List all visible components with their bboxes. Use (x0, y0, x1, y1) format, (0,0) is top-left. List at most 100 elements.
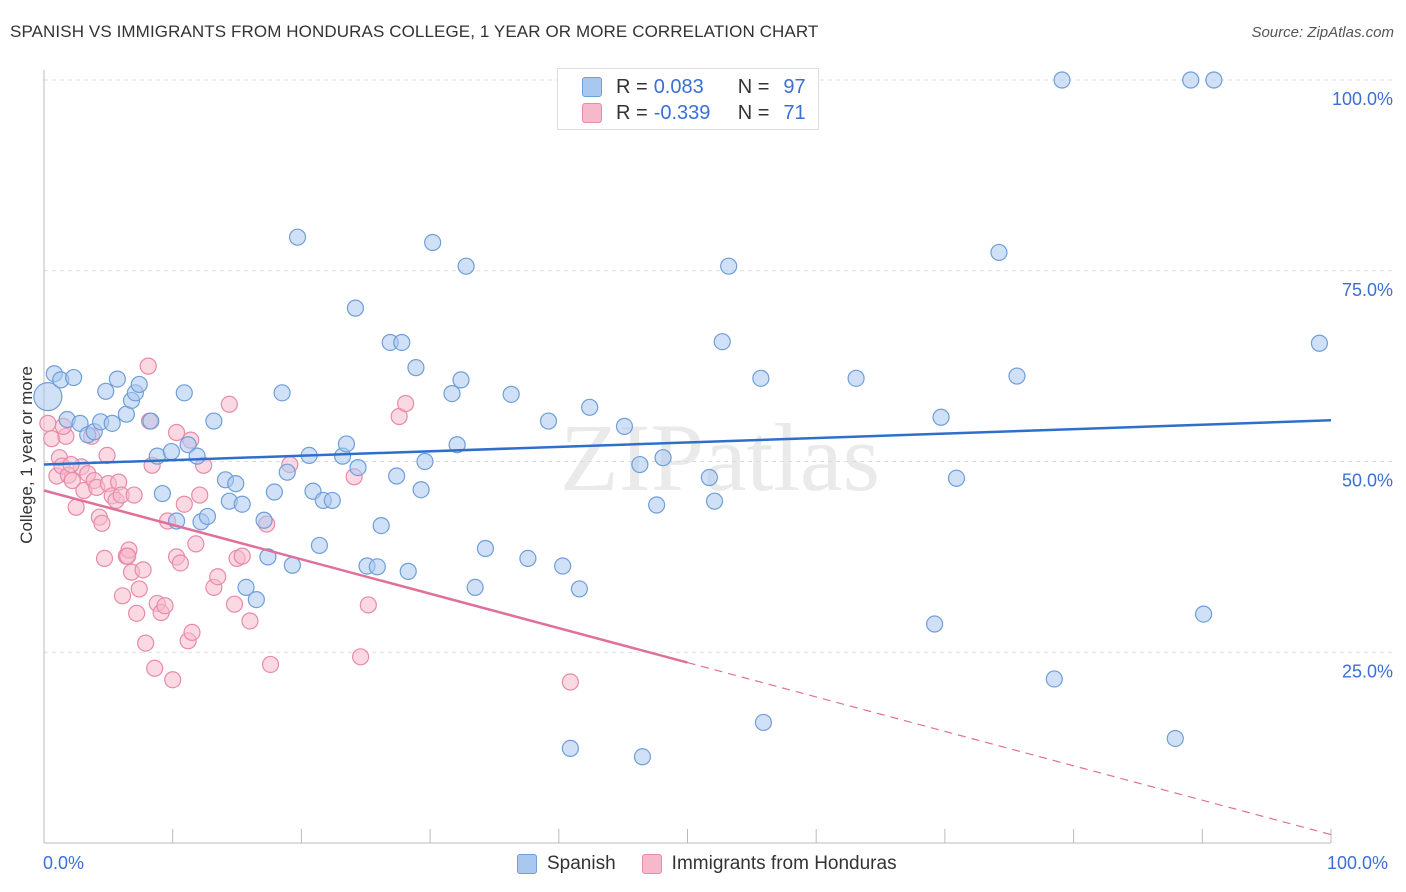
spanish-point (561, 739, 579, 757)
spanish-point (416, 452, 434, 471)
spanish-point (65, 368, 83, 387)
spanish-point (947, 469, 966, 487)
spanish-trend-line (43, 419, 1332, 466)
legend-n-value: 97 (783, 75, 806, 98)
honduras-point (130, 580, 148, 598)
spanish-point (539, 412, 558, 430)
honduras-point (561, 673, 579, 691)
y-axis-title: College, 1 year or more (17, 366, 36, 544)
spanish-point (97, 382, 115, 400)
legend-row-honduras: R = -0.339 N = 71 (582, 101, 806, 125)
honduras-point (241, 612, 259, 630)
spanish-point (1045, 670, 1063, 688)
spanish-point (452, 371, 470, 389)
spanish-point (443, 384, 461, 403)
spanish-point (720, 257, 738, 275)
spanish-point (179, 436, 197, 454)
spanish-point (700, 468, 718, 487)
watermark: ZIPatlas (560, 404, 880, 511)
honduras-point (191, 486, 209, 504)
y-tick-label: 100.0% (1332, 89, 1393, 109)
honduras-point (225, 595, 244, 613)
legend-r-value: 0.083 (653, 75, 704, 98)
spanish-point (633, 748, 652, 766)
spanish-point (368, 558, 386, 576)
spanish-point (990, 243, 1008, 262)
honduras-point (139, 357, 157, 375)
spanish-point (1182, 71, 1200, 89)
chart-title: SPANISH VS IMMIGRANTS FROM HONDURAS COLL… (10, 22, 819, 41)
honduras-point (164, 671, 182, 689)
honduras-point (156, 597, 174, 615)
spanish-point (519, 549, 537, 568)
honduras-point (175, 495, 193, 513)
x-axis-min-label: 0.0% (43, 853, 85, 873)
spanish-point (476, 539, 495, 558)
y-tick-label: 75.0% (1342, 280, 1393, 300)
x-axis-max-label: 100.0% (1327, 853, 1389, 873)
spanish-point (554, 557, 572, 575)
spanish-point (188, 447, 206, 465)
spanish-point (372, 516, 390, 535)
legend-item-honduras[interactable]: Immigrants from Honduras (641, 853, 897, 875)
honduras-point (171, 554, 190, 572)
spanish-point (926, 615, 944, 633)
spanish-swatch (517, 854, 537, 874)
spanish-point (103, 414, 121, 432)
spanish-point (631, 455, 649, 474)
spanish-point (466, 578, 484, 596)
legend-item-spanish[interactable]: Spanish (517, 853, 616, 875)
spanish-point (175, 384, 193, 402)
honduras-point (209, 568, 227, 586)
spanish-point (247, 591, 265, 609)
spanish-point (255, 511, 273, 529)
honduras-point (261, 655, 280, 674)
chart-source: Source: ZipAtlas.com (1251, 24, 1394, 41)
honduras-point (397, 394, 415, 413)
honduras-point (39, 414, 57, 432)
spanish-point (713, 333, 731, 351)
spanish-point (288, 228, 307, 246)
honduras-swatch (582, 103, 602, 123)
honduras-point (125, 486, 143, 504)
spanish-point (259, 548, 277, 566)
honduras-point (93, 514, 111, 532)
y-tick-label: 50.0% (1342, 471, 1393, 491)
spanish-point (337, 435, 356, 453)
spanish-point (388, 467, 406, 485)
spanish-point (407, 359, 425, 377)
spanish-point (153, 484, 172, 503)
spanish-point (1205, 71, 1223, 89)
spanish-point (654, 449, 672, 467)
spanish-point (265, 483, 283, 501)
y-tick-labels: 25.0% 50.0% 75.0% 100.0% (1332, 89, 1393, 681)
spanish-point (754, 713, 773, 732)
honduras-point (359, 596, 377, 614)
spanish-point (108, 370, 126, 388)
spanish-point (581, 398, 599, 416)
honduras-point (220, 395, 238, 413)
honduras-point (167, 423, 186, 442)
spanish-point (323, 491, 341, 510)
spanish-point (198, 507, 217, 526)
legend-r-value: -0.339 (653, 101, 711, 124)
spanish-point (448, 436, 466, 454)
spanish-point (412, 481, 430, 499)
correlation-legend: R = 0.083 N = 97 R = -0.339 N = 71 (557, 68, 819, 130)
legend-row-spanish: R = 0.083 N = 97 (582, 75, 806, 99)
legend-r-label: R = (616, 101, 648, 124)
legend-r-label: R = (616, 75, 648, 98)
honduras-point (119, 547, 137, 565)
spanish-point (142, 412, 160, 430)
honduras-point (146, 659, 164, 677)
spanish-point (310, 536, 329, 555)
spanish-point (399, 562, 417, 580)
spanish-point (502, 385, 520, 403)
honduras-swatch (641, 854, 662, 874)
spanish-points (33, 71, 1329, 766)
y-tick-label: 25.0% (1342, 661, 1393, 681)
spanish-point (33, 382, 63, 412)
spanish-point (393, 333, 411, 352)
spanish-point (346, 299, 365, 317)
